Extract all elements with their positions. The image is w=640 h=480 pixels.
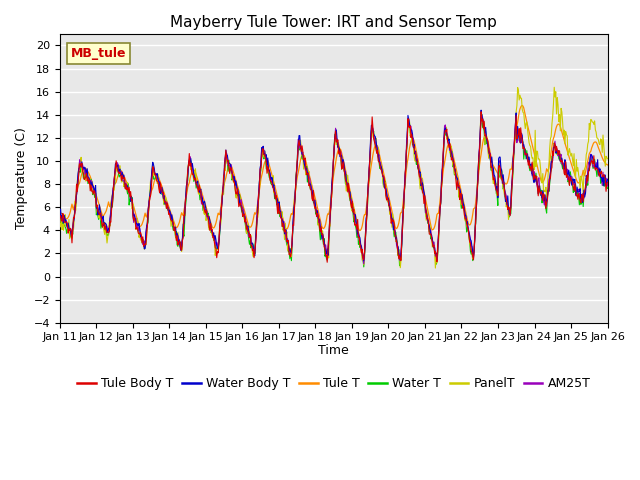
Legend: Tule Body T, Water Body T, Tule T, Water T, PanelT, AM25T: Tule Body T, Water Body T, Tule T, Water… [72, 372, 595, 395]
X-axis label: Time: Time [318, 344, 349, 357]
Y-axis label: Temperature (C): Temperature (C) [15, 127, 28, 229]
Title: Mayberry Tule Tower: IRT and Sensor Temp: Mayberry Tule Tower: IRT and Sensor Temp [170, 15, 497, 30]
Text: MB_tule: MB_tule [71, 47, 126, 60]
